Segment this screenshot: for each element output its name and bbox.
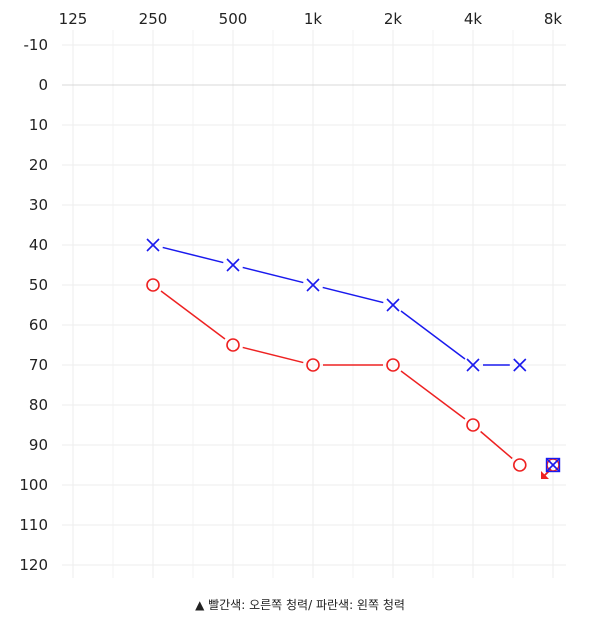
y-axis-ticks: -10 0 10 20 30 40 50 60 70 80 90 100 110 120 xyxy=(19,36,48,574)
x-marker xyxy=(386,298,400,312)
y-tick-label: 40 xyxy=(29,236,48,254)
y-tick-label: 110 xyxy=(19,516,48,534)
y-tick-label: 90 xyxy=(29,436,48,454)
o-marker xyxy=(512,458,527,472)
x-stroke xyxy=(386,298,400,312)
series-layer xyxy=(146,238,561,479)
y-tick-label: 120 xyxy=(19,556,48,574)
y-tick-label: 80 xyxy=(29,396,48,414)
x-tick-label: 500 xyxy=(219,10,248,28)
x-stroke xyxy=(306,278,320,292)
series-line xyxy=(242,346,304,364)
x-stroke xyxy=(546,458,560,472)
arrow-head xyxy=(541,471,549,479)
y-tick-label: 50 xyxy=(29,276,48,294)
y-tick-label: 20 xyxy=(29,156,48,174)
x-tick-label: 8k xyxy=(544,10,563,28)
o-marker xyxy=(386,358,400,372)
y-tick-label: 60 xyxy=(29,316,48,334)
series-line xyxy=(242,266,304,284)
y-tick-label: 30 xyxy=(29,196,48,214)
x-tick-label: 125 xyxy=(59,10,88,28)
series-line xyxy=(400,310,466,360)
x-marker xyxy=(513,358,527,372)
box-marker xyxy=(545,457,561,473)
series-line xyxy=(400,370,466,420)
x-stroke xyxy=(146,238,160,252)
x-marker xyxy=(306,278,320,292)
x-marker xyxy=(545,457,561,473)
x-tick-label: 2k xyxy=(384,10,403,28)
x-tick-label: 1k xyxy=(304,10,323,28)
o-marker xyxy=(466,418,480,432)
o-marker xyxy=(146,278,160,292)
x-tick-label: 4k xyxy=(464,10,483,28)
grid xyxy=(62,30,566,578)
y-tick-label: 10 xyxy=(29,116,48,134)
series-line xyxy=(322,286,384,304)
x-axis-ticks: 125 250 500 1k 2k 4k 8k xyxy=(59,10,563,28)
y-tick-label: 0 xyxy=(38,76,48,94)
chart-caption: ▲ 빨간색: 오른쪽 청력/ 파란색: 왼쪽 청력 xyxy=(195,598,405,612)
y-tick-label: 100 xyxy=(19,476,48,494)
o-marker xyxy=(306,358,320,372)
y-tick-label: -10 xyxy=(24,36,49,54)
series-line xyxy=(162,246,224,264)
x-stroke xyxy=(466,358,480,372)
x-stroke xyxy=(226,258,240,272)
no-response-arrow xyxy=(541,468,552,479)
series-line xyxy=(480,430,513,460)
x-tick-label: 250 xyxy=(139,10,168,28)
x-marker xyxy=(146,238,160,252)
y-tick-label: 70 xyxy=(29,356,48,374)
x-stroke xyxy=(513,358,527,372)
o-marker xyxy=(226,338,240,352)
series-line xyxy=(160,290,226,340)
x-marker xyxy=(466,358,480,372)
x-marker xyxy=(226,258,240,272)
